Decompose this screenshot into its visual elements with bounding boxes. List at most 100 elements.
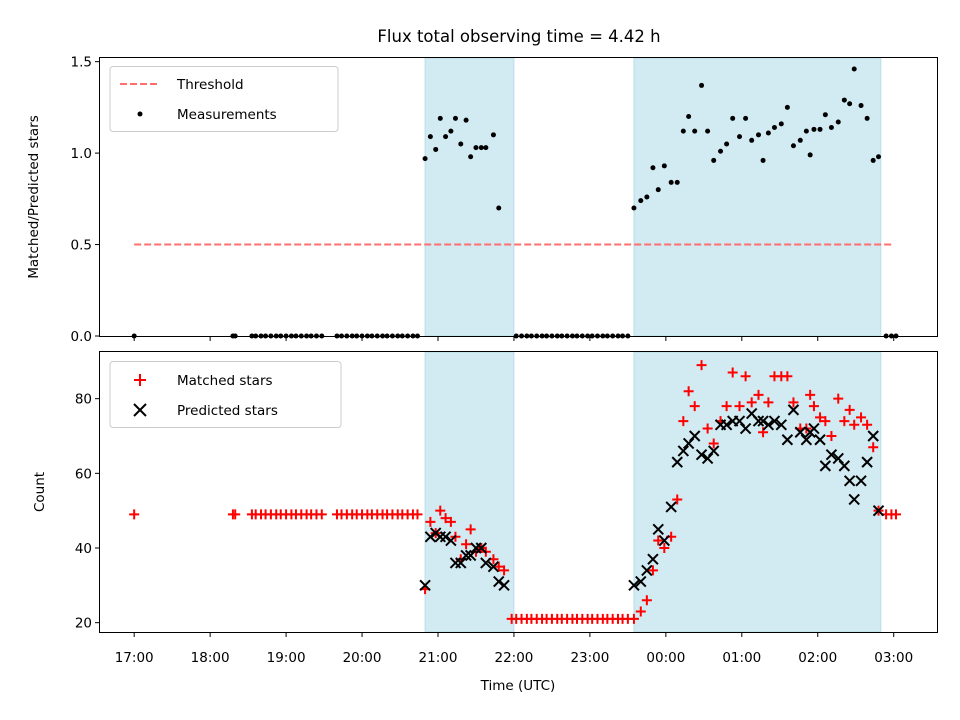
matched-star-point (653, 535, 664, 546)
matched-star-point (647, 565, 658, 576)
measurement-point (680, 128, 686, 134)
predicted-star-point (455, 557, 467, 569)
matched-star-point (440, 513, 451, 524)
measurement-point (756, 132, 762, 138)
measurement-point (743, 115, 749, 121)
predicted-star-point (464, 549, 477, 562)
matched-star-point (849, 419, 860, 430)
predicted-star-point (762, 419, 775, 431)
x-tick-label: 01:00 (722, 650, 761, 666)
measurement-point (433, 146, 439, 152)
ratio-legend-box (109, 66, 339, 132)
y-tick-label: 80 (75, 392, 92, 408)
measurement-point (771, 125, 777, 130)
predicted-star-point (757, 415, 769, 427)
matched-star-point (788, 397, 799, 408)
predicted-star-point (768, 415, 781, 427)
matched-star-point (708, 438, 719, 449)
y-tick-label: 40 (75, 541, 92, 557)
ratio-marks (131, 66, 899, 339)
matched-star-point (826, 431, 837, 441)
counts-y-ticks: 20 40 60 80 (75, 392, 100, 632)
ratio-panel: 0.0 0.5 1.0 1.5 Matched/Predicted stars Thr… (26, 55, 938, 345)
predicted-star-point (872, 504, 885, 517)
x-tick-label: 00:00 (646, 650, 685, 666)
measurement-point (631, 205, 637, 211)
x-tick-label: 22:00 (494, 650, 533, 666)
predicted-star-point (720, 419, 733, 431)
matched-star-point (815, 412, 826, 423)
matched-star-point (782, 371, 793, 382)
measurement-point (650, 165, 656, 171)
predicted-star-point (628, 579, 640, 592)
predicted-star-point (808, 422, 820, 435)
matched-star-point (833, 393, 844, 404)
predicted-star-point (665, 501, 677, 513)
measurement-point (847, 101, 853, 107)
predicted-star-point (739, 422, 752, 435)
matched-star-point (856, 412, 867, 423)
counts-x-ticks: 17:00 18:00 19:00 20:00 21:00 22:00 23:00 00:00… (115, 632, 913, 666)
measurement-point (858, 103, 864, 109)
predicted-star-point (689, 430, 701, 442)
matched-star-point (628, 613, 639, 624)
measurement-point (749, 137, 755, 143)
measurement-point (674, 179, 680, 185)
x-tick-label: 02:00 (798, 650, 837, 666)
predicted-star-point (480, 557, 492, 569)
matched-star-point (727, 367, 738, 378)
predicted-star-point (707, 445, 720, 457)
measurement-point (443, 134, 449, 140)
measurement-point (655, 187, 661, 193)
measurement-point (797, 137, 803, 143)
measurement-point (790, 143, 796, 149)
measurement-point (737, 134, 743, 140)
predicted-star-point (861, 456, 873, 468)
measurement-point (803, 128, 809, 134)
matched-star-point (844, 404, 855, 415)
predicted-star-point (819, 460, 832, 472)
matched-star-point (890, 509, 901, 520)
measurement-point (711, 157, 717, 163)
matched-star-point (696, 360, 707, 371)
ratio-legend: Threshold Measurements (109, 66, 339, 132)
measurement-point (437, 115, 443, 121)
measurement-point (661, 163, 667, 169)
matched-star-point (683, 386, 694, 397)
predicted-star-point (419, 579, 431, 592)
x-tick-label: 23:00 (570, 650, 609, 666)
matched-star-point (721, 401, 732, 412)
legend-matched-label: Matched stars (177, 373, 273, 389)
matched-star-point (839, 416, 850, 427)
ratio-shaded-intervals (424, 57, 882, 337)
predicted-star-point (825, 448, 838, 461)
y-tick-label: 20 (75, 616, 92, 632)
counts-marks (129, 360, 901, 624)
measurement-point (822, 112, 828, 118)
x-tick-label: 18:00 (191, 650, 230, 666)
measurement-point (458, 141, 464, 147)
predicted-star-point (460, 549, 472, 562)
legend-predicted-swatch (133, 403, 147, 417)
predicted-star-point (658, 534, 671, 547)
counts-axes-frame (99, 351, 938, 633)
measurement-point (811, 126, 817, 132)
y-tick-label: 0.0 (71, 329, 92, 345)
measurement-point (463, 117, 469, 123)
matched-star-point (753, 389, 764, 400)
x-tick-label: 20:00 (343, 650, 382, 666)
measurement-point (644, 194, 650, 200)
y-tick-label: 1.0 (71, 146, 92, 162)
measurement-point (870, 157, 876, 163)
predicted-star-point (641, 564, 653, 577)
counts-legend-box (109, 361, 342, 428)
matched-star-point (672, 494, 683, 505)
matched-star-point (740, 371, 751, 382)
chart-title: Flux total observing time = 4.42 h (377, 27, 660, 46)
matched-star-point (635, 606, 646, 617)
measurement-point (668, 179, 674, 185)
y-tick-label: 0.5 (71, 238, 92, 254)
y-tick-label: 1.5 (71, 55, 92, 71)
measurement-point (448, 128, 454, 134)
